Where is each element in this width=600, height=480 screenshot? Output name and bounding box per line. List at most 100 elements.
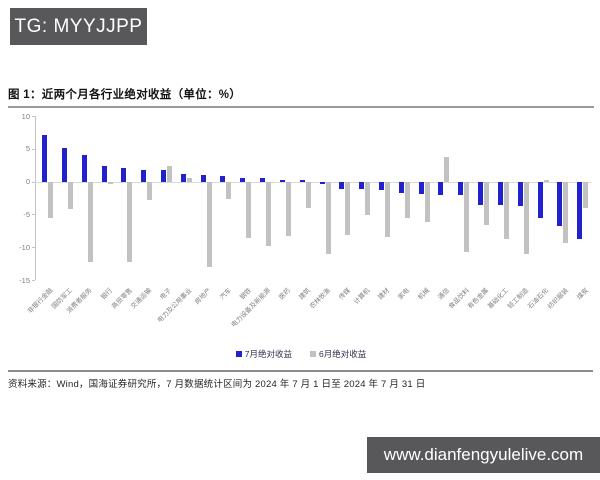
- bar-june-8: [206, 181, 212, 268]
- chart-title-text: 图 1：近两个月各行业绝对收益（单位：%）: [8, 89, 242, 101]
- source-note: 资料来源：Wind，国海证券研究所，7 月数据统计区间为 2024 年 7 月 …: [8, 379, 426, 390]
- bar-july-22: [478, 181, 484, 205]
- x-axis-label: 有色金属: [467, 287, 491, 311]
- x-axis-label: 食品饮料: [447, 287, 471, 311]
- bar-chart: 10 5 0 -5 -10 -15 非银行金融 国防军工 消费者服务 银行 商贸零售 交通运输 电子 电力…: [8, 108, 594, 368]
- bar-july-13: [299, 180, 305, 182]
- y-tick-mark: [32, 214, 35, 216]
- bar-june-11: [266, 181, 271, 246]
- x-axis-label: 计算机: [352, 287, 372, 306]
- x-axis-label: 基础化工: [486, 287, 511, 311]
- bar-june-20: [444, 157, 450, 182]
- bar-june-14: [325, 181, 331, 254]
- x-axis-label: 商贸零售: [110, 287, 134, 311]
- y-tick-label: 10: [21, 111, 30, 121]
- x-axis-label: 纺织服装: [546, 287, 570, 311]
- bar-july-14: [319, 181, 325, 184]
- bar-july-7: [180, 173, 186, 182]
- legend-swatch-june-icon: [310, 351, 316, 357]
- bar-june-27: [583, 181, 589, 209]
- y-tick-label: -5: [23, 209, 30, 219]
- x-axis-label: 石油石化: [526, 287, 550, 311]
- x-axis-label: 建材: [377, 287, 392, 302]
- chart-title: 图 1：近两个月各行业绝对收益（单位：%）: [8, 86, 594, 108]
- x-axis-label: 医药: [278, 287, 293, 302]
- bar-june-12: [285, 181, 291, 236]
- bar-july-17: [379, 181, 384, 191]
- website-badge-text: www.dianfengyulelive.com: [383, 445, 584, 464]
- bar-july-8: [200, 175, 206, 182]
- y-tick-mark: [32, 247, 35, 249]
- bar-june-15: [345, 181, 351, 236]
- bar-july-16: [359, 181, 365, 190]
- y-tick-mark: [32, 148, 35, 150]
- bar-june-7: [186, 177, 192, 182]
- y-axis-line: [35, 116, 36, 280]
- bar-july-26: [557, 181, 563, 227]
- y-tick-label: -10: [19, 242, 30, 252]
- x-axis-label: 非银行金融: [26, 287, 55, 316]
- bar-july-0: [42, 135, 47, 182]
- x-axis-label: 传媒: [337, 287, 352, 302]
- bar-june-23: [503, 181, 509, 240]
- legend-label-june: 6月绝对收益: [319, 349, 367, 359]
- y-tick-label: 0: [25, 177, 30, 187]
- bar-june-18: [404, 181, 410, 218]
- legend-item-june: 6月绝对收益: [310, 348, 366, 360]
- chart-legend: 7月绝对收益 6月绝对收益: [8, 348, 594, 360]
- legend-item-july: 7月绝对收益: [235, 348, 292, 360]
- bar-july-20: [438, 181, 444, 195]
- y-tick-mark: [32, 116, 35, 117]
- x-axis-label: 汽车: [218, 287, 233, 302]
- bar-june-16: [365, 181, 371, 216]
- bar-june-22: [484, 181, 490, 225]
- legend-label-july: 7月绝对收益: [244, 349, 292, 359]
- bar-june-3: [107, 181, 113, 184]
- bar-july-5: [141, 169, 147, 182]
- x-axis-label: 煤炭: [575, 287, 590, 302]
- bar-july-2: [81, 155, 87, 182]
- telegram-badge-text: TG: MYYJJPP: [14, 15, 143, 37]
- bar-july-27: [577, 181, 583, 240]
- bar-july-11: [260, 178, 265, 182]
- bar-june-17: [385, 181, 390, 237]
- bar-june-13: [305, 181, 311, 208]
- x-axis-label: 交通运输: [130, 287, 154, 311]
- legend-swatch-july-icon: [235, 351, 242, 357]
- bar-june-2: [87, 181, 93, 263]
- bar-june-6: [166, 165, 172, 182]
- source-divider: [8, 370, 593, 372]
- y-tick-mark: [32, 181, 35, 183]
- bar-july-6: [160, 170, 166, 182]
- bar-july-23: [497, 181, 503, 206]
- bar-july-4: [121, 167, 127, 182]
- bar-june-24: [523, 181, 529, 255]
- telegram-badge: TG: MYYJJPP: [10, 8, 147, 45]
- zero-baseline: [35, 181, 591, 183]
- bar-july-15: [339, 181, 345, 190]
- bar-june-10: [246, 181, 252, 238]
- bar-july-10: [240, 177, 246, 182]
- bar-june-19: [424, 181, 430, 222]
- bar-june-21: [464, 181, 470, 253]
- bar-july-19: [418, 181, 424, 195]
- bar-july-9: [220, 176, 226, 182]
- y-tick-label: -15: [19, 275, 30, 285]
- bar-july-12: [279, 179, 285, 182]
- bar-june-1: [67, 181, 73, 210]
- x-axis-label: 农林牧渔: [308, 287, 332, 311]
- x-axis-label: 房地产: [194, 287, 213, 306]
- bar-june-25: [543, 179, 549, 182]
- bar-july-25: [537, 181, 543, 219]
- bar-july-3: [101, 165, 107, 182]
- bar-june-4: [127, 181, 133, 263]
- website-badge: www.dianfengyulelive.com: [367, 437, 600, 473]
- x-axis-label: 轻工制造: [506, 287, 531, 311]
- y-tick-label: 5: [25, 144, 30, 154]
- bar-june-9: [226, 181, 232, 199]
- x-axis-label: 家电: [397, 287, 412, 302]
- x-axis-label: 机械: [416, 287, 431, 302]
- bar-june-26: [563, 181, 569, 244]
- y-tick-mark: [32, 280, 35, 281]
- bar-july-24: [517, 181, 523, 206]
